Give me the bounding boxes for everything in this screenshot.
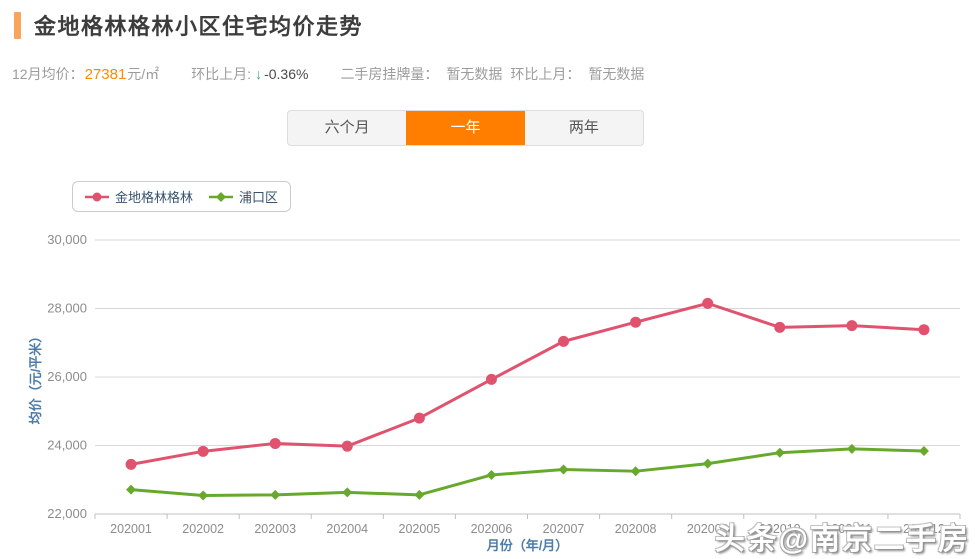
page-title: 金地格林格林小区住宅均价走势 xyxy=(34,14,364,39)
legend-item-0[interactable]: 金地格林格林 xyxy=(85,187,193,206)
data-point[interactable] xyxy=(918,324,930,336)
svg-text:202002: 202002 xyxy=(182,522,224,536)
data-point[interactable] xyxy=(558,464,569,475)
svg-text:202006: 202006 xyxy=(471,522,513,536)
period-tab-group: 六个月 一年 两年 xyxy=(287,110,644,146)
data-point[interactable] xyxy=(269,437,281,449)
data-point[interactable] xyxy=(846,443,857,454)
svg-text:202008: 202008 xyxy=(615,522,657,536)
data-point[interactable] xyxy=(126,484,137,495)
listing-count-label: 二手房挂牌量： xyxy=(340,66,439,82)
diamond-marker-icon xyxy=(209,191,234,202)
stat-month-over-month: 环比上月: ↓ -0.36% xyxy=(191,64,308,84)
watermark: 头条@南京二手房 xyxy=(714,523,970,556)
y-axis-labels: 22,000 24,000 26,000 28,000 30,000 xyxy=(47,232,87,521)
data-point[interactable] xyxy=(702,458,713,469)
data-point[interactable] xyxy=(197,445,209,457)
svg-text:202005: 202005 xyxy=(399,522,441,536)
circle-marker-icon xyxy=(85,192,109,201)
svg-text:22,000: 22,000 xyxy=(47,506,87,521)
data-point[interactable] xyxy=(342,487,353,498)
data-point[interactable] xyxy=(414,489,425,500)
stat-listings: 二手房挂牌量： 暂无数据 环比上月： 暂无数据 xyxy=(340,64,644,84)
y-axis-title: 均价（元/平米） xyxy=(28,330,43,425)
chart-series-0[interactable] xyxy=(125,297,930,470)
data-point[interactable] xyxy=(125,458,137,470)
x-axis-title: 月份（年/月） xyxy=(486,538,569,553)
data-point[interactable] xyxy=(413,412,425,424)
listing-count-value: 暂无数据 xyxy=(446,66,503,82)
average-price-unit: 元/㎡ xyxy=(127,66,160,82)
svg-text:202003: 202003 xyxy=(254,522,296,536)
stats-row: 12月均价： 27381 元/㎡ 环比上月: ↓ -0.36% 二手房挂牌量： … xyxy=(12,64,644,84)
average-price-value: 27381 xyxy=(84,65,127,83)
svg-text:26,000: 26,000 xyxy=(47,369,87,384)
data-point[interactable] xyxy=(270,489,281,500)
data-point[interactable] xyxy=(485,373,497,385)
stat-average-price: 12月均价： 27381 元/㎡ xyxy=(12,64,159,84)
legend-label: 金地格林格林 xyxy=(115,190,194,205)
svg-text:24,000: 24,000 xyxy=(47,438,87,453)
data-point[interactable] xyxy=(198,490,209,501)
listing-mom-value: 暂无数据 xyxy=(588,66,645,82)
tab-period-2[interactable]: 两年 xyxy=(568,119,599,136)
data-point[interactable] xyxy=(341,440,353,452)
y-gridlines xyxy=(95,239,960,446)
title-accent-bar xyxy=(14,11,21,39)
svg-text:202004: 202004 xyxy=(326,522,368,536)
svg-text:202007: 202007 xyxy=(543,522,585,536)
listing-mom-label: 环比上月： xyxy=(510,66,581,82)
arrow-down-icon: ↓ xyxy=(255,66,263,82)
data-point[interactable] xyxy=(846,320,858,332)
tab-period-1[interactable]: 一年 xyxy=(406,111,525,145)
data-point[interactable] xyxy=(558,335,570,347)
data-point[interactable] xyxy=(918,445,929,456)
svg-text:202001: 202001 xyxy=(110,522,152,536)
data-point[interactable] xyxy=(630,466,641,477)
mom-label: 环比上月: xyxy=(191,66,252,82)
chart-series-1[interactable] xyxy=(126,443,929,501)
data-point[interactable] xyxy=(774,447,785,458)
page-header: 金地格林格林小区住宅均价走势 xyxy=(14,9,363,41)
tab-period-0[interactable]: 六个月 xyxy=(324,119,370,136)
chart-legend: 金地格林格林 浦口区 xyxy=(72,181,292,212)
mom-value: -0.36% xyxy=(264,66,309,82)
data-point[interactable] xyxy=(486,469,497,480)
svg-text:30,000: 30,000 xyxy=(47,232,87,247)
legend-label: 浦口区 xyxy=(239,190,279,205)
data-point[interactable] xyxy=(702,297,714,309)
data-point[interactable] xyxy=(630,316,642,328)
svg-text:28,000: 28,000 xyxy=(47,301,87,316)
average-price-label: 12月均价： xyxy=(12,66,84,82)
legend-item-1[interactable]: 浦口区 xyxy=(209,187,278,206)
data-point[interactable] xyxy=(774,321,786,333)
